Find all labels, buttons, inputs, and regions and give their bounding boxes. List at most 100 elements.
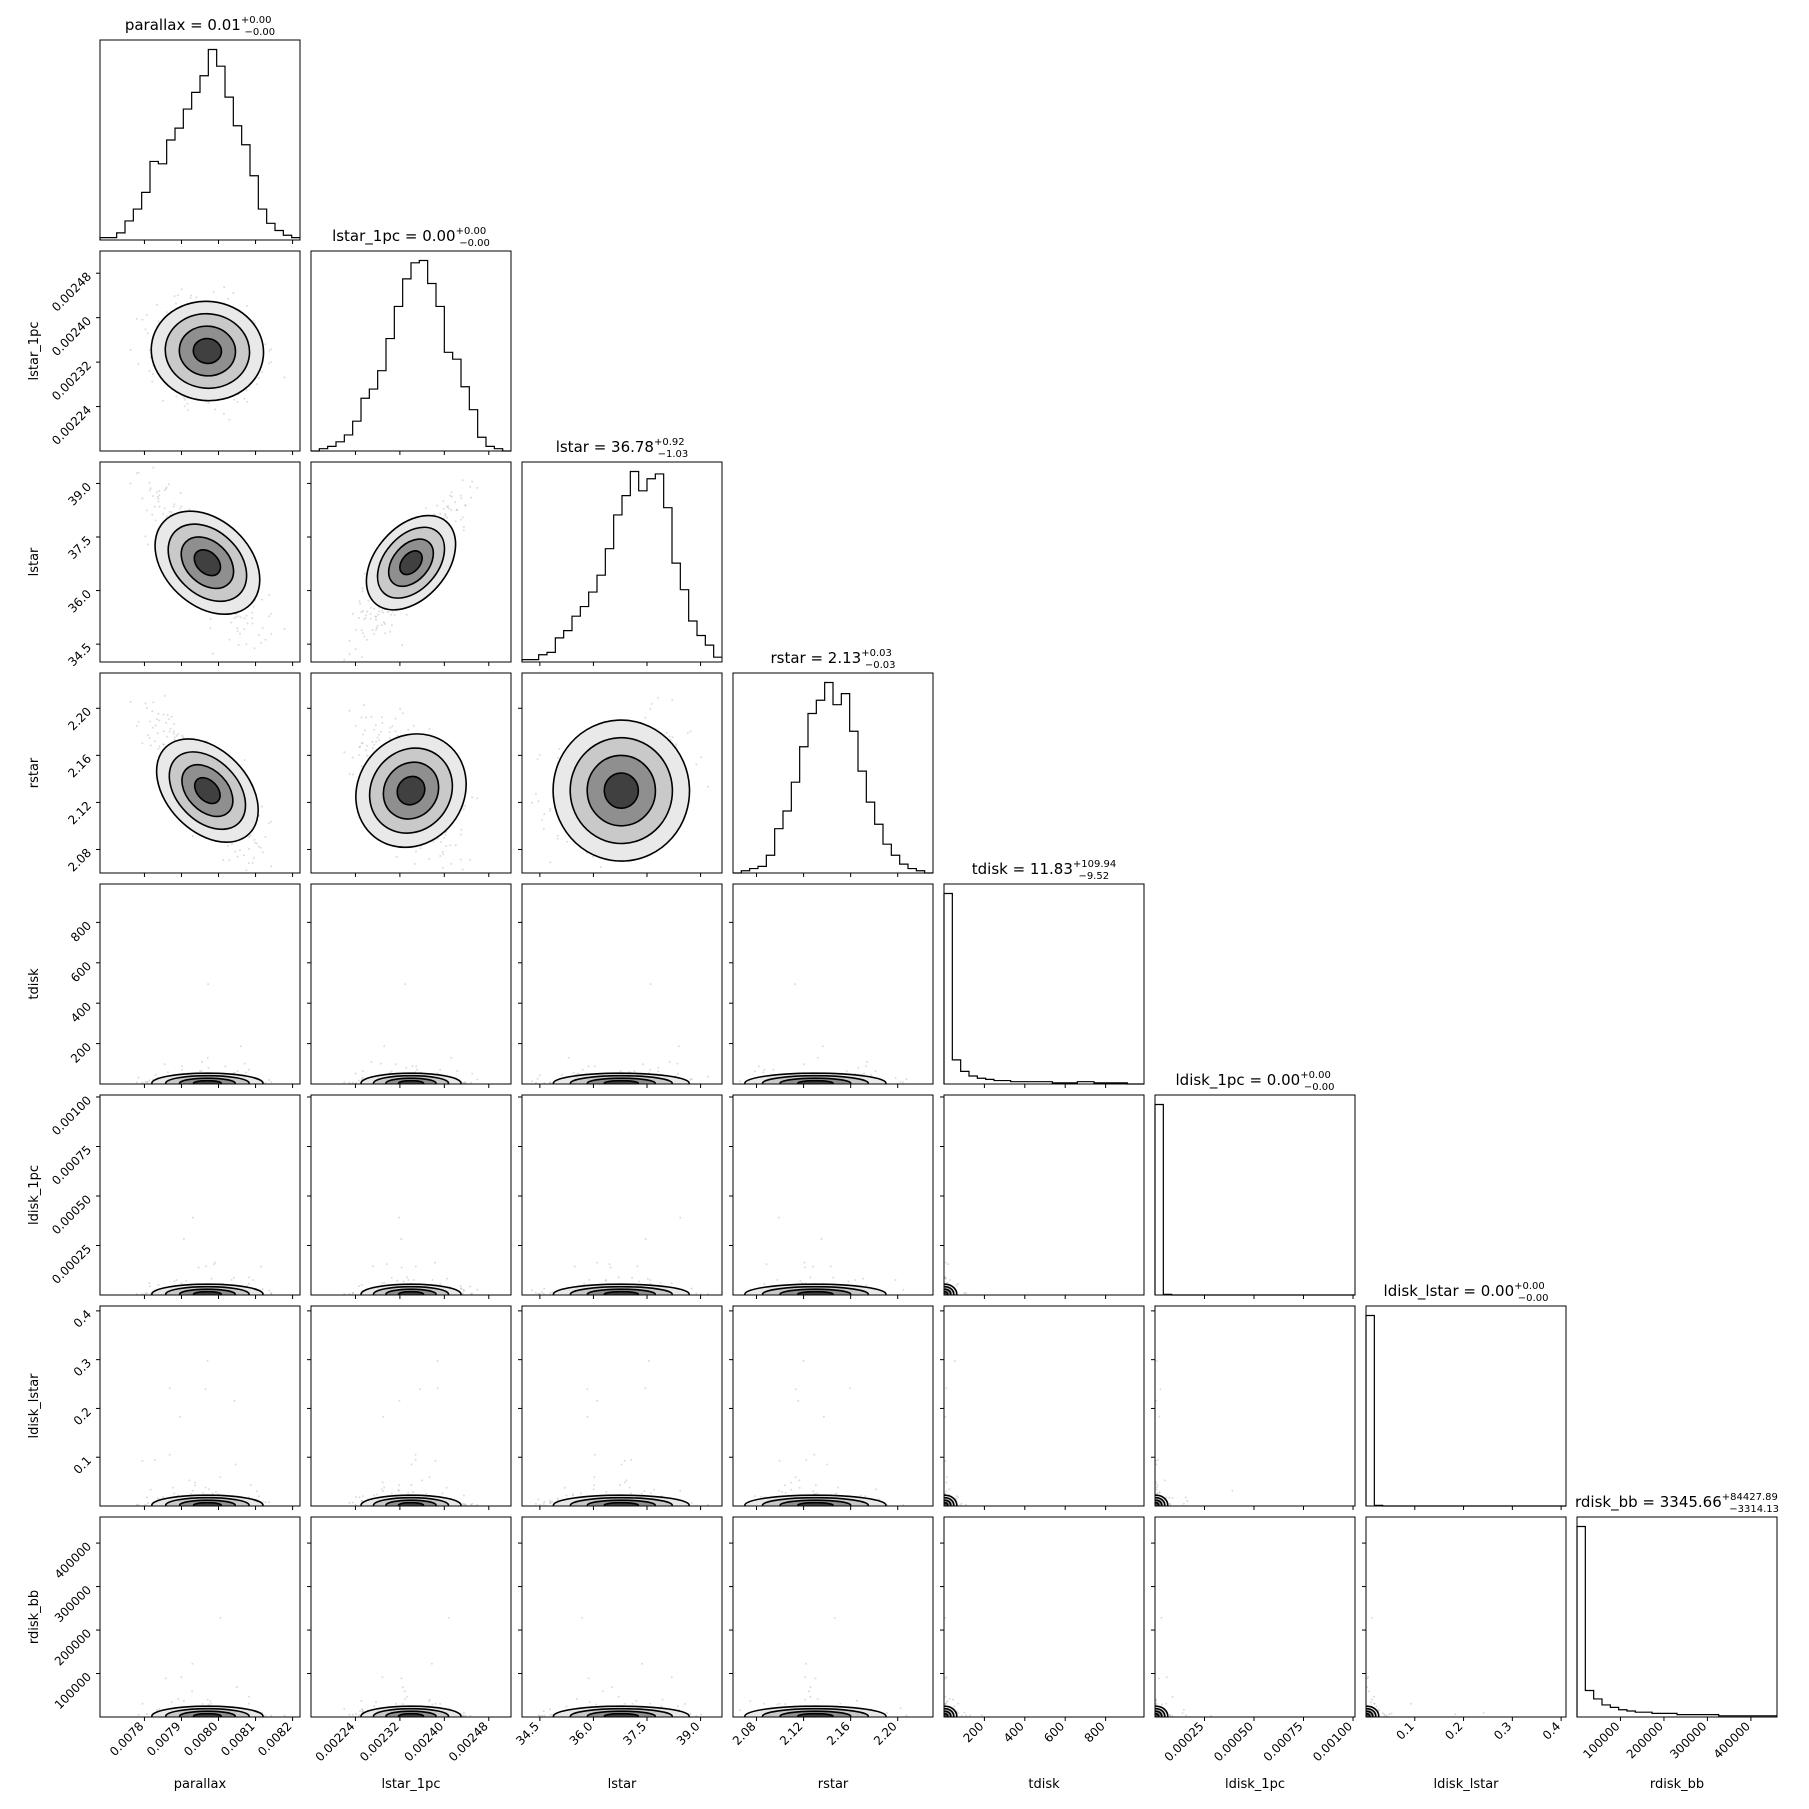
- sample-point: [236, 400, 239, 403]
- sample-point: [175, 395, 178, 398]
- sample-point: [144, 1080, 147, 1083]
- sample-point: [631, 1276, 634, 1279]
- sample-point: [772, 1068, 775, 1071]
- sample-point: [363, 572, 366, 575]
- sample-point: [592, 855, 595, 858]
- sample-point: [776, 1278, 779, 1281]
- sample-point: [366, 744, 368, 747]
- sample-point: [442, 500, 445, 503]
- sample-point: [369, 617, 372, 620]
- sample-point: [135, 317, 138, 320]
- sample-point: [668, 735, 671, 738]
- sample-point: [162, 730, 165, 733]
- sample-point: [246, 400, 249, 403]
- sample-point: [253, 838, 256, 841]
- sample-point: [151, 726, 154, 729]
- sample-point: [373, 743, 376, 746]
- sample-point: [399, 707, 402, 710]
- sample-point: [443, 837, 446, 839]
- y-tick-label: 200: [68, 1040, 94, 1066]
- sample-point: [707, 1075, 710, 1078]
- sample-point: [352, 612, 354, 615]
- sample-point: [360, 629, 363, 632]
- sample-point: [361, 590, 364, 593]
- sample-point: [375, 618, 377, 621]
- sample-point: [541, 1291, 543, 1294]
- sample-point: [209, 627, 212, 630]
- sample-point: [459, 833, 462, 836]
- sample-point: [633, 1070, 636, 1073]
- sample-point: [210, 1277, 213, 1280]
- sample-point: [376, 624, 379, 627]
- sample-point: [650, 703, 653, 705]
- sample-point: [558, 748, 561, 750]
- sample-point: [348, 653, 351, 656]
- sample-point: [151, 495, 154, 498]
- sample-point: [375, 626, 378, 629]
- title-rstar: rstar = 2.13+0.03 −0.03: [770, 648, 895, 671]
- sample-point: [146, 543, 149, 546]
- sample-point: [537, 800, 540, 803]
- y-tick-label: 0.1: [71, 1453, 94, 1476]
- sample-point: [436, 1387, 439, 1390]
- sample-point: [394, 717, 397, 720]
- sample-point: [531, 801, 534, 804]
- sample-point: [154, 519, 157, 522]
- sample-point: [476, 797, 479, 800]
- sample-point: [268, 594, 271, 596]
- sample-point: [608, 1263, 611, 1266]
- y-tick-label: 0.3: [71, 1356, 94, 1379]
- sample-point: [390, 1276, 393, 1279]
- sample-point: [537, 1292, 540, 1295]
- sample-point: [460, 1287, 462, 1290]
- sample-point: [439, 1282, 442, 1285]
- sample-point: [247, 862, 250, 865]
- sample-point: [383, 1045, 386, 1048]
- sample-point: [239, 849, 241, 852]
- sample-point: [247, 1068, 250, 1071]
- sample-point: [388, 737, 391, 740]
- sample-point: [162, 743, 165, 746]
- sample-point: [173, 730, 175, 733]
- sample-point: [575, 1073, 577, 1075]
- sample-point: [268, 1079, 270, 1081]
- sample-point: [442, 507, 445, 510]
- sample-point: [794, 983, 797, 986]
- sample-point: [560, 1073, 563, 1076]
- sample-point: [268, 1501, 270, 1504]
- sample-point: [367, 599, 370, 602]
- density-contours: [744, 1283, 887, 1295]
- sample-point: [450, 1056, 453, 1059]
- sample-point: [363, 729, 366, 732]
- sample-point: [151, 373, 154, 376]
- y-tick-label: 2.12: [65, 799, 94, 828]
- sample-point: [369, 613, 372, 616]
- sample-point: [847, 1280, 850, 1283]
- sample-point: [690, 1287, 693, 1290]
- sample-point: [362, 610, 364, 613]
- sample-point: [162, 399, 165, 402]
- sample-point: [214, 408, 217, 411]
- sample-point: [428, 1476, 431, 1479]
- y-tick-label: 0.00240: [49, 314, 94, 359]
- sample-point: [258, 377, 260, 379]
- sample-point: [236, 855, 239, 858]
- sample-point: [259, 641, 262, 644]
- sample-point: [146, 1081, 149, 1083]
- sample-point: [246, 622, 249, 625]
- sample-point: [665, 731, 668, 734]
- sample-point: [820, 1238, 823, 1240]
- panel-frame: [99, 39, 301, 241]
- sample-point: [234, 850, 237, 853]
- sample-point: [394, 1063, 397, 1066]
- sample-point: [243, 397, 246, 400]
- sample-point: [245, 1071, 247, 1074]
- sample-point: [191, 835, 194, 837]
- sample-point: [354, 1072, 357, 1075]
- panel-frame: [310, 672, 512, 874]
- sample-point: [604, 1279, 607, 1282]
- sample-point: [894, 1077, 897, 1079]
- sample-point: [557, 757, 559, 760]
